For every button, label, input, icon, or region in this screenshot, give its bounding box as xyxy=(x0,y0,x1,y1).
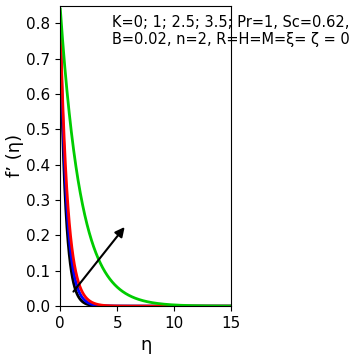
Y-axis label: f’ (η): f’ (η) xyxy=(6,134,23,177)
X-axis label: η: η xyxy=(140,337,152,355)
Text: K=0; 1; 2.5; 3.5; Pr=1, Sc=0.62, Q=0.01,
B=0.02, n=2, R=H=M=ξ= ζ = 0.5: K=0; 1; 2.5; 3.5; Pr=1, Sc=0.62, Q=0.01,… xyxy=(112,14,350,47)
